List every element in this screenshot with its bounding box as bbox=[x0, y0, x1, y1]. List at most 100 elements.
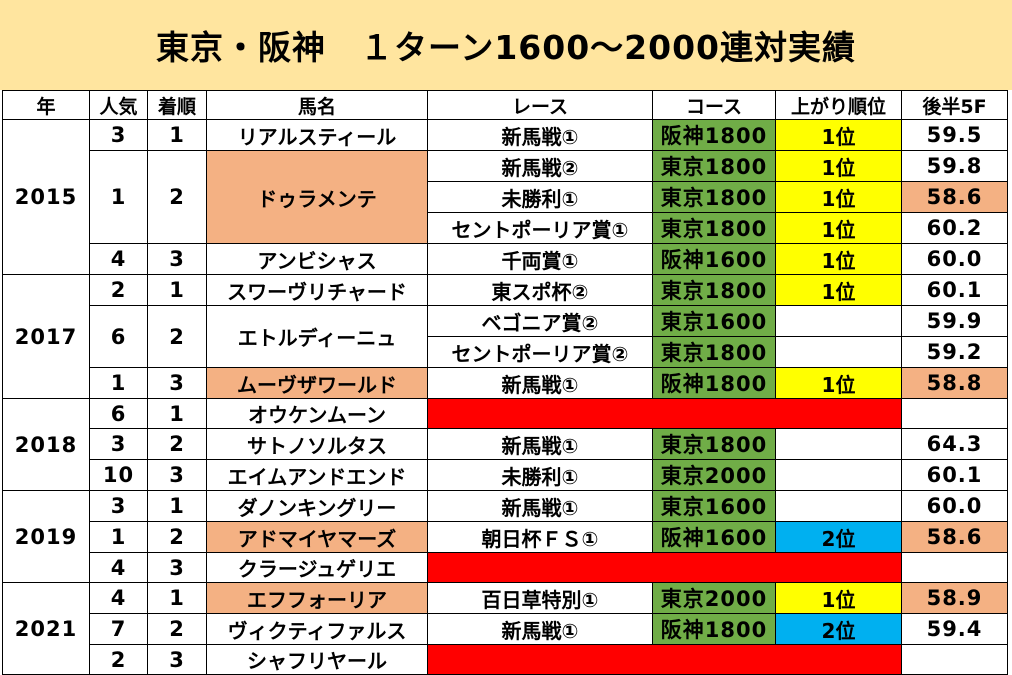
finish-cell: 1 bbox=[147, 398, 207, 429]
horse-name-cell: ドゥラメンテ bbox=[206, 150, 428, 244]
horse-name-cell: サトノソルタス bbox=[206, 428, 428, 460]
last5f-cell: 59.8 bbox=[901, 150, 1008, 182]
table-row: 1 2 アドマイヤマーズ 朝日杯ＦＳ① 阪神1600 2位 58.6 bbox=[3, 521, 1008, 553]
race-cell: 新馬戦① bbox=[427, 119, 653, 151]
race-cell: 未勝利① bbox=[427, 459, 653, 491]
agari-rank-cell bbox=[775, 459, 902, 491]
finish-cell: 3 bbox=[147, 552, 207, 583]
course-cell: 阪神1600 bbox=[652, 521, 776, 553]
course-cell: 東京1800 bbox=[652, 274, 776, 306]
horse-name-cell: リアルスティール bbox=[206, 119, 428, 151]
header-finish: 着順 bbox=[147, 90, 207, 120]
horse-name-cell: アンビシャス bbox=[206, 243, 428, 275]
agari-rank-cell: 1位 bbox=[775, 181, 902, 213]
course-cell: 東京1600 bbox=[652, 490, 776, 522]
race-cell: 百日草特別① bbox=[427, 582, 653, 614]
popularity-cell: 1 bbox=[89, 150, 148, 244]
header-course: コース bbox=[652, 90, 776, 120]
last5f-cell: 58.9 bbox=[901, 582, 1008, 614]
finish-cell: 3 bbox=[147, 644, 207, 675]
year-cell: 2017 bbox=[2, 274, 90, 399]
last5f-cell: 59.2 bbox=[901, 336, 1008, 368]
table-row: 2021 4 1 エフフォーリア 百日草特別① 東京2000 1位 58.9 bbox=[2, 582, 1008, 675]
horse-name-cell: エトルディーニュ bbox=[206, 305, 428, 368]
finish-cell: 3 bbox=[147, 243, 207, 275]
table-row: 10 3 エイムアンドエンド 未勝利① 東京2000 60.1 bbox=[3, 459, 1008, 491]
course-cell: 東京1600 bbox=[652, 305, 776, 337]
table-row: 6 2 エトルディーニュ ベゴニア賞② 東京1600 59.9 bbox=[3, 305, 1008, 368]
finish-cell: 1 bbox=[147, 490, 207, 522]
course-cell: 阪神1800 bbox=[652, 367, 776, 399]
course-cell: 東京1800 bbox=[652, 181, 776, 213]
horse-name-cell: エフフォーリア bbox=[206, 582, 428, 614]
last5f-cell: 60.2 bbox=[901, 212, 1008, 244]
race-cell: 新馬戦① bbox=[427, 613, 653, 645]
header-last5f: 後半5F bbox=[901, 90, 1008, 120]
table-row: 2015 3 1 リアルスティール 新馬戦① 阪神1800 1位 59.5 bbox=[2, 119, 1008, 275]
race-cell: セントポーリア賞② bbox=[427, 336, 653, 368]
horse-name-cell: アドマイヤマーズ bbox=[206, 521, 428, 553]
horse-name-cell: ムーヴザワールド bbox=[206, 367, 428, 399]
page-title: 東京・阪神 １ターン1600～2000連対実績 bbox=[0, 0, 1012, 90]
header-row: 年 人気 着順 馬名 レース コース 上がり順位 後半5F bbox=[2, 90, 1008, 120]
last5f-cell bbox=[901, 398, 1008, 429]
header-popularity: 人気 bbox=[89, 90, 148, 120]
agari-rank-cell bbox=[775, 336, 902, 368]
agari-rank-cell bbox=[775, 428, 902, 460]
horse-name-cell: クラージュゲリエ bbox=[206, 552, 428, 583]
last5f-cell: 58.6 bbox=[901, 181, 1008, 213]
popularity-cell: 6 bbox=[89, 305, 148, 368]
race-cell: 東スポ杯② bbox=[427, 274, 653, 306]
finish-cell: 2 bbox=[147, 428, 207, 460]
finish-cell: 2 bbox=[147, 150, 207, 244]
agari-rank-cell bbox=[775, 490, 902, 522]
agari-rank-cell: 2位 bbox=[775, 613, 902, 645]
agari-rank-cell: 1位 bbox=[775, 119, 902, 151]
last5f-cell: 60.1 bbox=[901, 459, 1008, 491]
year-cell: 2021 bbox=[2, 582, 90, 675]
race-cell: セントポーリア賞① bbox=[427, 212, 653, 244]
popularity-cell: 4 bbox=[89, 243, 148, 275]
last5f-cell: 59.4 bbox=[901, 613, 1008, 645]
last5f-cell bbox=[901, 552, 1008, 583]
popularity-cell: 3 bbox=[89, 428, 148, 460]
popularity-cell: 10 bbox=[89, 459, 148, 491]
finish-cell: 1 bbox=[147, 274, 207, 306]
table-row: 2017 2 1 スワーヴリチャード 東スポ杯② 東京1800 1位 60.1 bbox=[2, 274, 1008, 399]
course-cell: 東京2000 bbox=[652, 582, 776, 614]
agari-rank-cell: 1位 bbox=[775, 582, 902, 614]
table-row: 2 3 シャフリヤール bbox=[3, 644, 1008, 675]
last5f-cell: 64.3 bbox=[901, 428, 1008, 460]
course-cell: 東京1800 bbox=[652, 150, 776, 182]
no-record-cell bbox=[427, 398, 902, 429]
race-cell: 新馬戦① bbox=[427, 490, 653, 522]
horse-name-cell: エイムアンドエンド bbox=[206, 459, 428, 491]
last5f-cell: 60.0 bbox=[901, 490, 1008, 522]
agari-rank-cell bbox=[775, 305, 902, 337]
table-row: 4 3 クラージュゲリエ bbox=[3, 552, 1008, 583]
table-row: 7 2 ヴィクティファルス 新馬戦① 阪神1800 2位 59.4 bbox=[3, 613, 1008, 645]
finish-cell: 3 bbox=[147, 367, 207, 399]
race-cell: 新馬戦② bbox=[427, 150, 653, 182]
popularity-cell: 3 bbox=[89, 119, 148, 151]
popularity-cell: 4 bbox=[89, 582, 148, 614]
course-cell: 東京1800 bbox=[652, 428, 776, 460]
year-cell: 2019 bbox=[2, 490, 90, 583]
table-row: セントポーリア賞① 東京1800 1位 60.2 bbox=[3, 212, 1008, 244]
last5f-cell: 58.6 bbox=[901, 521, 1008, 553]
race-cell: 新馬戦① bbox=[427, 367, 653, 399]
finish-cell: 3 bbox=[147, 459, 207, 491]
last5f-cell bbox=[901, 644, 1008, 675]
course-cell: 阪神1800 bbox=[652, 613, 776, 645]
popularity-cell: 3 bbox=[89, 490, 148, 522]
table-row: 3 2 サトノソルタス 新馬戦① 東京1800 64.3 bbox=[3, 428, 1008, 460]
header-agari-rank: 上がり順位 bbox=[775, 90, 902, 120]
course-cell: 東京1800 bbox=[652, 212, 776, 244]
table-row: 2019 3 1 ダノンキングリー 新馬戦① 東京1600 60.0 bbox=[2, 490, 1008, 583]
last5f-cell: 60.0 bbox=[901, 243, 1008, 275]
course-cell: 阪神1600 bbox=[652, 243, 776, 275]
race-cell: 朝日杯ＦＳ① bbox=[427, 521, 653, 553]
agari-rank-cell: 1位 bbox=[775, 243, 902, 275]
last5f-cell: 59.9 bbox=[901, 305, 1008, 337]
